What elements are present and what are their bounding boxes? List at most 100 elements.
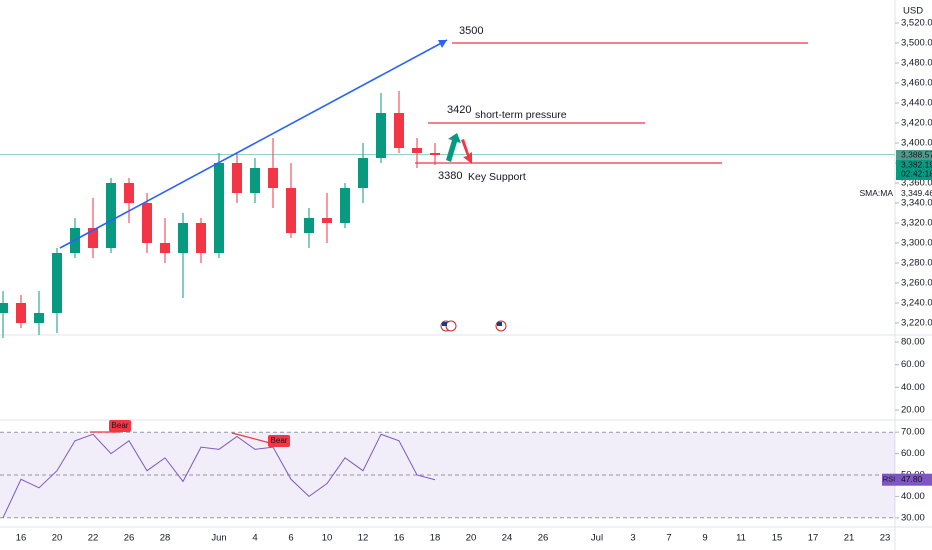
event-icons — [440, 320, 507, 332]
level-note: Key Support — [468, 171, 526, 183]
y-tick-label: 60.00 — [901, 359, 925, 370]
x-tick-label: 15 — [772, 533, 783, 544]
rsi-value-tag — [896, 473, 932, 486]
x-tick-label: 28 — [160, 533, 171, 544]
y-tick-label: 3,220.00 — [901, 318, 932, 329]
y-tick-label: 60.00 — [901, 448, 925, 459]
y-tick-label: 3,420.00 — [901, 118, 932, 129]
y-tick-label: 3,440.00 — [901, 98, 932, 109]
candle-body — [178, 223, 188, 253]
y-tick-label: 3,520.00 — [901, 18, 932, 29]
sma-name: SMA:MA — [859, 188, 893, 198]
candle-body — [268, 168, 278, 188]
candle-body — [286, 188, 296, 233]
bear-label: Bear — [271, 436, 288, 445]
candle-body — [142, 203, 152, 243]
candle-body — [214, 163, 224, 253]
candle-body — [52, 253, 62, 313]
x-tick-label: 26 — [124, 533, 135, 544]
candle-body — [160, 243, 170, 253]
candle-body — [124, 183, 134, 203]
up-arrow — [446, 133, 461, 162]
event-icon — [445, 320, 457, 332]
y-tick-label: 3,280.00 — [901, 258, 932, 269]
y-tick-label: 3,340.00 — [901, 198, 932, 209]
sma-value: 3,349.46 — [901, 188, 932, 198]
countdown: 02:42:18 — [901, 168, 932, 178]
y-tick-label: 3,320.00 — [901, 218, 932, 229]
bear-tag — [109, 420, 131, 432]
x-tick-label: 24 — [502, 533, 513, 544]
y-tick-label: 40.00 — [901, 491, 925, 502]
plot: 3,220.00 3,240.00 3,260.00 3,280.00 3,300.00… — [0, 18, 932, 544]
x-tick-label: 12 — [358, 533, 369, 544]
x-tick-label: 22 — [88, 533, 99, 544]
candle-body — [16, 303, 26, 323]
y-tick-label: 40.00 — [901, 382, 925, 393]
candle-body — [196, 223, 206, 253]
price-tag-label: 3,382.19 — [901, 159, 932, 169]
y-tick-label: 20.00 — [901, 405, 925, 416]
rsi-line — [2, 433, 436, 519]
x-tick-label: 20 — [466, 533, 477, 544]
x-tick-label: Jun — [211, 533, 226, 544]
x-tick-label: 20 — [52, 533, 63, 544]
x-tick-label: 26 — [538, 533, 549, 544]
y-tick-label: 3,260.00 — [901, 278, 932, 289]
x-tick-label: 23 — [880, 533, 891, 544]
price-tag — [896, 160, 932, 180]
candle-body — [394, 113, 404, 148]
candle-body — [376, 113, 386, 158]
event-icon — [497, 322, 502, 326]
candle-body — [430, 153, 440, 155]
x-tick-label: 10 — [322, 533, 333, 544]
x-tick-label: 17 — [808, 533, 819, 544]
candle-body — [88, 228, 98, 248]
candle-body — [34, 313, 44, 323]
level-label: 3500 — [459, 25, 483, 37]
bear-tag — [268, 435, 290, 447]
x-tick-label: 18 — [430, 533, 441, 544]
level-label: 3420 — [447, 104, 471, 116]
y-tick-label: 3,240.00 — [901, 298, 932, 309]
x-tick-label: 9 — [702, 533, 707, 544]
divergence-line — [231, 432, 271, 444]
y-tick-label: 3,400.00 — [901, 138, 932, 149]
x-tick-label: Jul — [591, 533, 603, 544]
y-tick-label: 3,500.00 — [901, 38, 932, 49]
x-tick-label: 7 — [666, 533, 671, 544]
x-tick-label: 4 — [252, 533, 257, 544]
x-tick-label: 21 — [844, 533, 855, 544]
price-tag-label: 3,388.57 — [901, 149, 932, 159]
x-tick-label: 3 — [630, 533, 635, 544]
candle-body — [358, 158, 368, 188]
candle-body — [232, 163, 242, 193]
rsi-name-tag — [882, 473, 896, 486]
x-tick-label: 11 — [736, 533, 746, 544]
x-tick-label: 16 — [16, 533, 27, 544]
price-tag — [896, 150, 932, 160]
bear-label: Bear — [112, 421, 129, 430]
currency: USD — [903, 6, 923, 17]
rsi-value-label: 47.80 — [901, 474, 923, 484]
level-note: short-term pressure — [475, 109, 567, 121]
candle-body — [412, 148, 422, 153]
candle-body — [322, 218, 332, 223]
y-tick-label: 80.00 — [901, 337, 925, 348]
trend-arrow — [438, 40, 447, 48]
candle-body — [340, 188, 350, 223]
event-icon — [442, 322, 447, 326]
candle-body — [106, 183, 116, 248]
y-tick-label: 30.00 — [901, 512, 925, 523]
x-tick-label: 16 — [394, 533, 405, 544]
trend-line — [59, 39, 448, 249]
candle-body — [250, 168, 260, 193]
y-tick-label: 3,300.00 — [901, 238, 932, 249]
candle-body — [0, 303, 8, 313]
x-tick-label: 6 — [288, 533, 293, 544]
rsi-name: RSI — [883, 475, 896, 484]
level-label: 3380 — [438, 170, 462, 182]
